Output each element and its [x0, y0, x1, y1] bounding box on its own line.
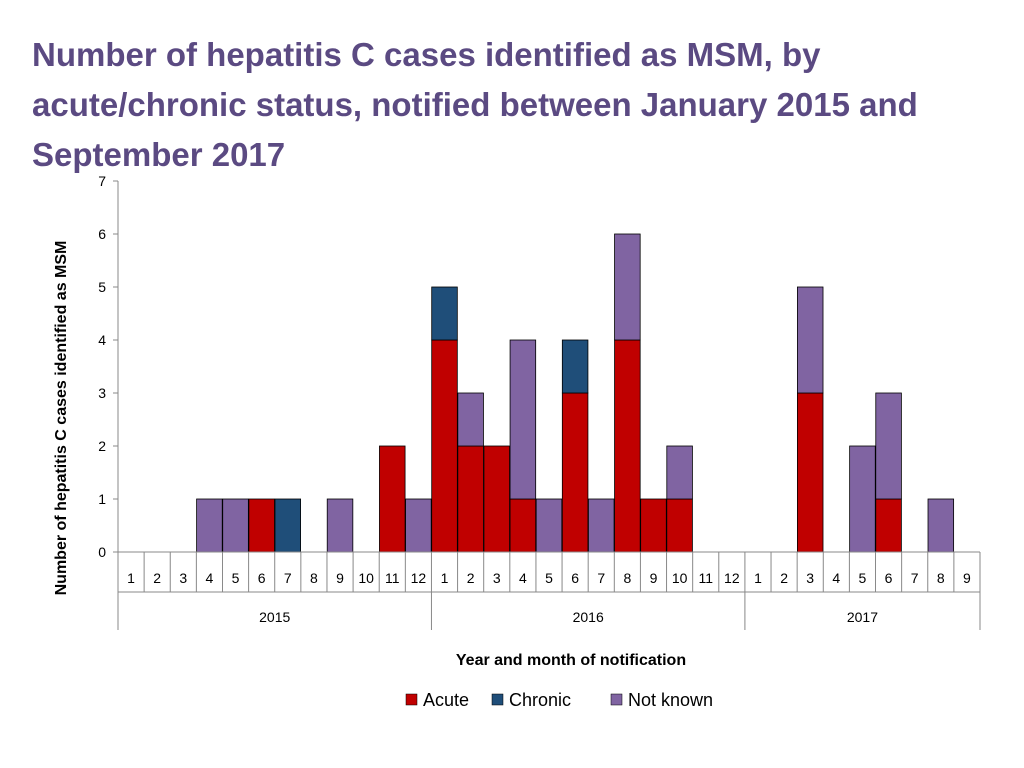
- y-tick-label: 4: [98, 332, 106, 348]
- bar-not-known-30: [875, 392, 902, 500]
- bar-not-known-9: [326, 498, 354, 553]
- x-month-label: 4: [519, 570, 527, 586]
- x-month-label: 9: [336, 570, 344, 586]
- bar-not-known-14: [457, 392, 484, 447]
- x-year-label: 2016: [573, 609, 604, 625]
- y-tick-label: 0: [98, 544, 106, 560]
- x-month-label: 7: [911, 570, 919, 586]
- chart-title: Number of hepatitis C cases identified a…: [32, 36, 918, 173]
- legend-swatch-acute: [405, 693, 418, 706]
- axes: [113, 180, 981, 630]
- x-month-label: 8: [937, 570, 945, 586]
- x-month-label: 12: [411, 570, 427, 586]
- bar-acute-13: [431, 339, 458, 553]
- bar-acute-16: [509, 498, 537, 553]
- x-month-label: 6: [571, 570, 579, 586]
- x-month-label: 10: [358, 570, 374, 586]
- bar-acute-14: [457, 445, 484, 553]
- bar-chronic-18: [561, 339, 589, 394]
- x-month-label: 6: [258, 570, 266, 586]
- x-month-label: 2: [467, 570, 475, 586]
- bar-acute-27: [797, 392, 824, 553]
- x-month-label: 6: [885, 570, 893, 586]
- bar-not-known-20: [614, 233, 641, 341]
- bars: [196, 233, 955, 553]
- x-axis-title: Year and month of notification: [456, 652, 686, 669]
- legend-swatch-not-known: [610, 693, 623, 706]
- x-month-label: 8: [623, 570, 631, 586]
- bar-not-known-4: [196, 498, 223, 553]
- x-month-label: 2: [780, 570, 788, 586]
- bar-acute-18: [561, 392, 589, 553]
- legend-label-not-known: Not known: [628, 690, 713, 710]
- x-month-label: 10: [672, 570, 688, 586]
- bar-acute-22: [666, 498, 693, 553]
- legend-label-acute: Acute: [423, 690, 469, 710]
- y-tick-label: 1: [98, 491, 106, 507]
- x-month-label: 11: [698, 570, 713, 586]
- bar-not-known-12: [405, 498, 432, 553]
- x-month-label: 3: [806, 570, 814, 586]
- legend-label-chronic: Chronic: [509, 690, 571, 710]
- bar-not-known-5: [222, 498, 249, 553]
- bar-not-known-27: [797, 286, 824, 394]
- y-tick-label: 3: [98, 385, 106, 401]
- x-month-label: 4: [206, 570, 214, 586]
- bar-not-known-16: [509, 339, 537, 500]
- y-tick-label: 5: [98, 279, 106, 295]
- x-month-label: 9: [963, 570, 971, 586]
- x-year-label: 2015: [259, 609, 290, 625]
- y-axis-title: Number of hepatitis C cases identified a…: [53, 241, 70, 596]
- y-tick-label: 2: [98, 438, 106, 454]
- x-month-label: 5: [545, 570, 553, 586]
- x-month-label: 12: [724, 570, 740, 586]
- bar-acute-6: [248, 498, 275, 553]
- x-month-label: 2: [153, 570, 161, 586]
- x-month-label: 3: [493, 570, 501, 586]
- x-month-label: 5: [232, 570, 240, 586]
- legend-swatch-chronic: [491, 693, 504, 706]
- x-month-label: 8: [310, 570, 318, 586]
- x-month-label: 4: [832, 570, 840, 586]
- x-month-label: 1: [127, 570, 135, 586]
- y-tick-label: 6: [98, 226, 106, 242]
- legend: Acute Chronic Not known: [405, 690, 713, 710]
- x-month-label: 11: [385, 570, 400, 586]
- bar-acute-15: [483, 445, 510, 553]
- bar-not-known-19: [588, 498, 615, 553]
- bar-acute-11: [379, 445, 406, 553]
- x-month-label: 1: [441, 570, 449, 586]
- bar-acute-21: [640, 498, 667, 553]
- x-month-label: 7: [597, 570, 605, 586]
- x-year-label: 2017: [847, 609, 878, 625]
- y-tick-label: 7: [98, 173, 106, 189]
- x-month-label: 9: [650, 570, 658, 586]
- bar-not-known-22: [666, 445, 693, 500]
- bar-acute-30: [875, 498, 902, 553]
- x-month-label: 5: [859, 570, 867, 586]
- bar-chronic-7: [274, 498, 302, 553]
- bar-chronic-13: [431, 286, 458, 341]
- bar-not-known-32: [927, 498, 955, 553]
- x-month-label: 7: [284, 570, 292, 586]
- x-month-label: 3: [179, 570, 187, 586]
- bar-not-known-17: [535, 498, 563, 553]
- x-month-label: 1: [754, 570, 762, 586]
- bar-not-known-29: [849, 445, 876, 553]
- bar-acute-20: [614, 339, 641, 553]
